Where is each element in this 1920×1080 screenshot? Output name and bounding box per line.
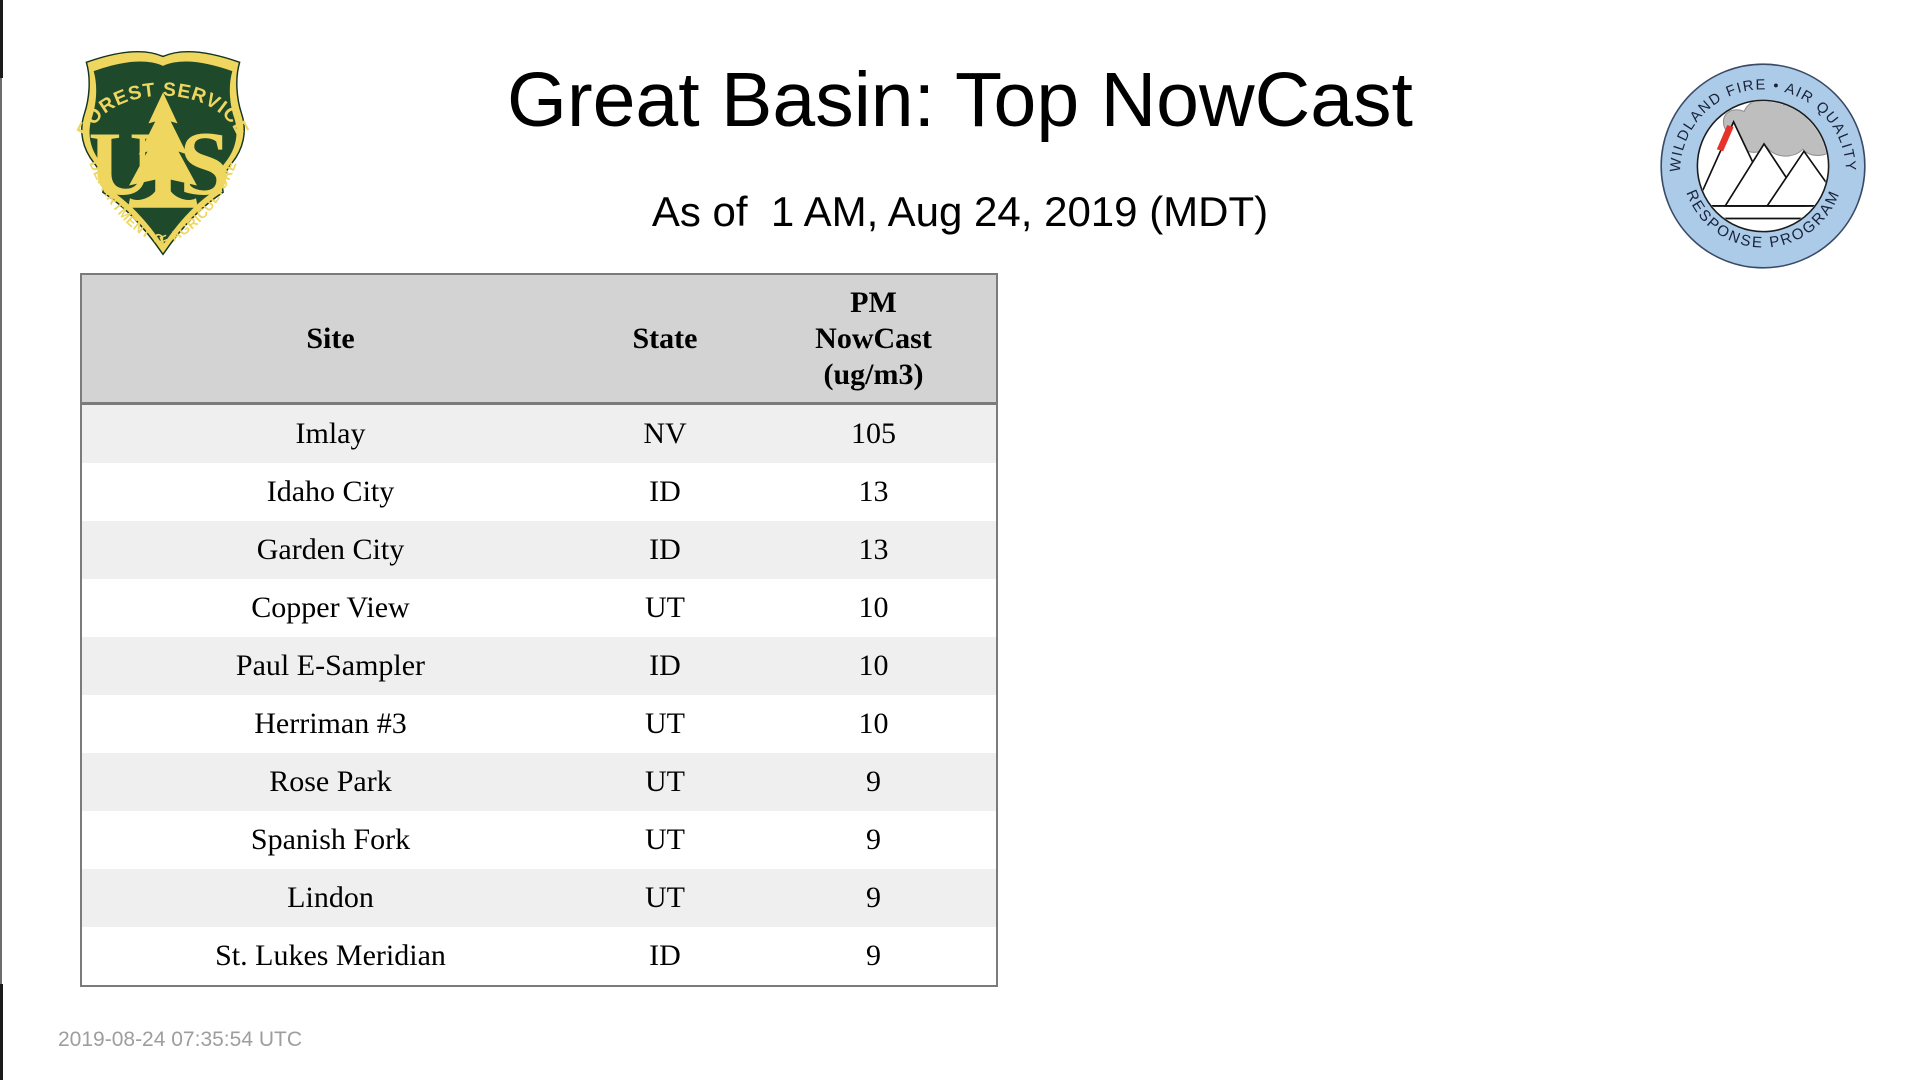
site-cell: Lindon bbox=[287, 881, 374, 914]
pm-cell: 10 bbox=[858, 707, 889, 740]
table-row: Spanish Fork UT 9 bbox=[81, 811, 997, 869]
site-cell: Imlay bbox=[295, 417, 366, 450]
generated-timestamp: 2019-08-24 07:35:54 UTC bbox=[58, 1028, 302, 1051]
screen-edge-artifact bbox=[0, 984, 3, 1080]
flame-icon bbox=[1716, 125, 1734, 152]
state-cell: UT bbox=[645, 765, 685, 798]
table-row: Herriman #3 UT 10 bbox=[81, 695, 997, 753]
column-header-site: Site bbox=[81, 274, 579, 405]
state-cell: ID bbox=[649, 475, 681, 508]
forest-service-logo: FOREST SERVICE U S DEPARTMENT OF AGRICUL… bbox=[73, 51, 252, 256]
column-header-pm: PM NowCast (ug/m3) bbox=[751, 274, 997, 405]
screen-edge-artifact bbox=[0, 0, 3, 78]
nowcast-table-container: Site State PM NowCast (ug/m3) Imlay NV 1… bbox=[80, 273, 998, 987]
pm-cell: 9 bbox=[866, 823, 881, 856]
table-row: Lindon UT 9 bbox=[81, 869, 997, 927]
pm-cell: 9 bbox=[866, 939, 881, 972]
pm-cell: 13 bbox=[858, 533, 889, 566]
pine-tree-icon bbox=[128, 92, 198, 208]
wfaqrp-logo: WILDLAND FIRE • AIR QUALITY RESPONSE PRO… bbox=[1660, 63, 1866, 269]
site-cell: Copper View bbox=[251, 591, 410, 624]
state-cell: UT bbox=[645, 881, 685, 914]
state-cell: UT bbox=[645, 823, 685, 856]
screen-edge-artifact bbox=[0, 78, 2, 984]
fs-monogram-s: S bbox=[179, 113, 230, 214]
state-cell: UT bbox=[645, 591, 685, 624]
nowcast-table: Site State PM NowCast (ug/m3) Imlay NV 1… bbox=[80, 273, 998, 987]
page-subtitle: As of 1 AM, Aug 24, 2019 (MDT) bbox=[651, 188, 1269, 235]
pm-cell: 9 bbox=[866, 881, 881, 914]
site-cell: Idaho City bbox=[266, 475, 395, 508]
site-cell: Herriman #3 bbox=[254, 707, 407, 740]
table-row: Imlay NV 105 bbox=[81, 403, 997, 463]
table-row: Idaho City ID 13 bbox=[81, 463, 997, 521]
state-cell: UT bbox=[645, 707, 685, 740]
site-cell: Paul E-Sampler bbox=[235, 649, 426, 682]
table-row: Rose Park UT 9 bbox=[81, 753, 997, 811]
pm-cell: 105 bbox=[851, 417, 896, 450]
site-cell: Spanish Fork bbox=[250, 823, 411, 856]
table-header-row: Site State PM NowCast (ug/m3) bbox=[81, 274, 997, 405]
state-cell: ID bbox=[649, 939, 681, 972]
pm-cell: 10 bbox=[858, 649, 889, 682]
table-row: Copper View UT 10 bbox=[81, 579, 997, 637]
site-cell: Garden City bbox=[256, 533, 405, 566]
state-cell: ID bbox=[649, 533, 681, 566]
pm-cell: 10 bbox=[858, 591, 889, 624]
site-cell: Rose Park bbox=[269, 765, 392, 798]
pm-cell: 9 bbox=[866, 765, 881, 798]
table-row: St. Lukes Meridian ID 9 bbox=[81, 927, 997, 986]
state-cell: NV bbox=[643, 417, 687, 450]
pm-cell: 13 bbox=[858, 475, 889, 508]
column-header-state: State bbox=[579, 274, 751, 405]
site-cell: St. Lukes Meridian bbox=[215, 939, 446, 972]
page-title: Great Basin: Top NowCast bbox=[507, 57, 1413, 143]
table-row: Garden City ID 13 bbox=[81, 521, 997, 579]
state-cell: ID bbox=[649, 649, 681, 682]
table-row: Paul E-Sampler ID 10 bbox=[81, 637, 997, 695]
